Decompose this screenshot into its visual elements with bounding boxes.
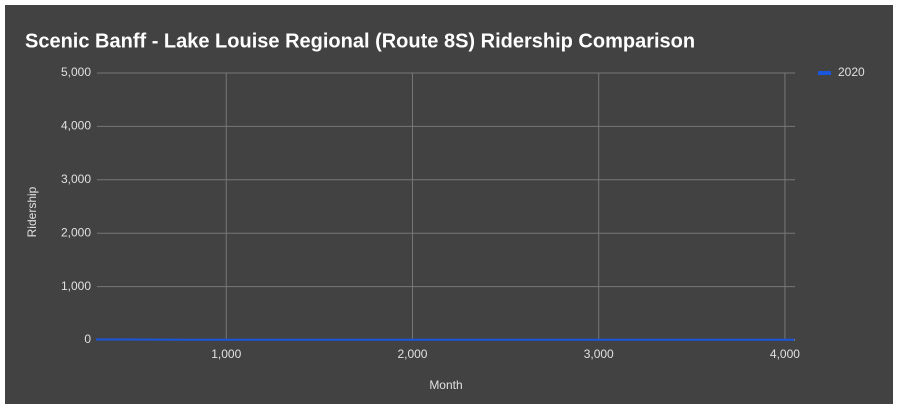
y-tick-label: 2,000 <box>61 225 91 239</box>
y-tick-label: 0 <box>84 332 91 346</box>
y-axis-label: Ridership <box>25 186 39 237</box>
legend-label: 2020 <box>838 65 865 79</box>
chart-background <box>5 5 893 404</box>
x-tick-label: 2,000 <box>397 347 427 361</box>
y-tick-label: 3,000 <box>61 172 91 186</box>
y-tick-label: 5,000 <box>61 65 91 79</box>
x-tick-label: 4,000 <box>770 347 800 361</box>
y-tick-label: 4,000 <box>61 119 91 133</box>
y-tick-label: 1,000 <box>61 279 91 293</box>
x-tick-label: 3,000 <box>584 347 614 361</box>
x-tick-label: 1,000 <box>211 347 241 361</box>
x-axis-label: Month <box>429 378 462 392</box>
chart-title: Scenic Banff - Lake Louise Regional (Rou… <box>25 30 695 52</box>
